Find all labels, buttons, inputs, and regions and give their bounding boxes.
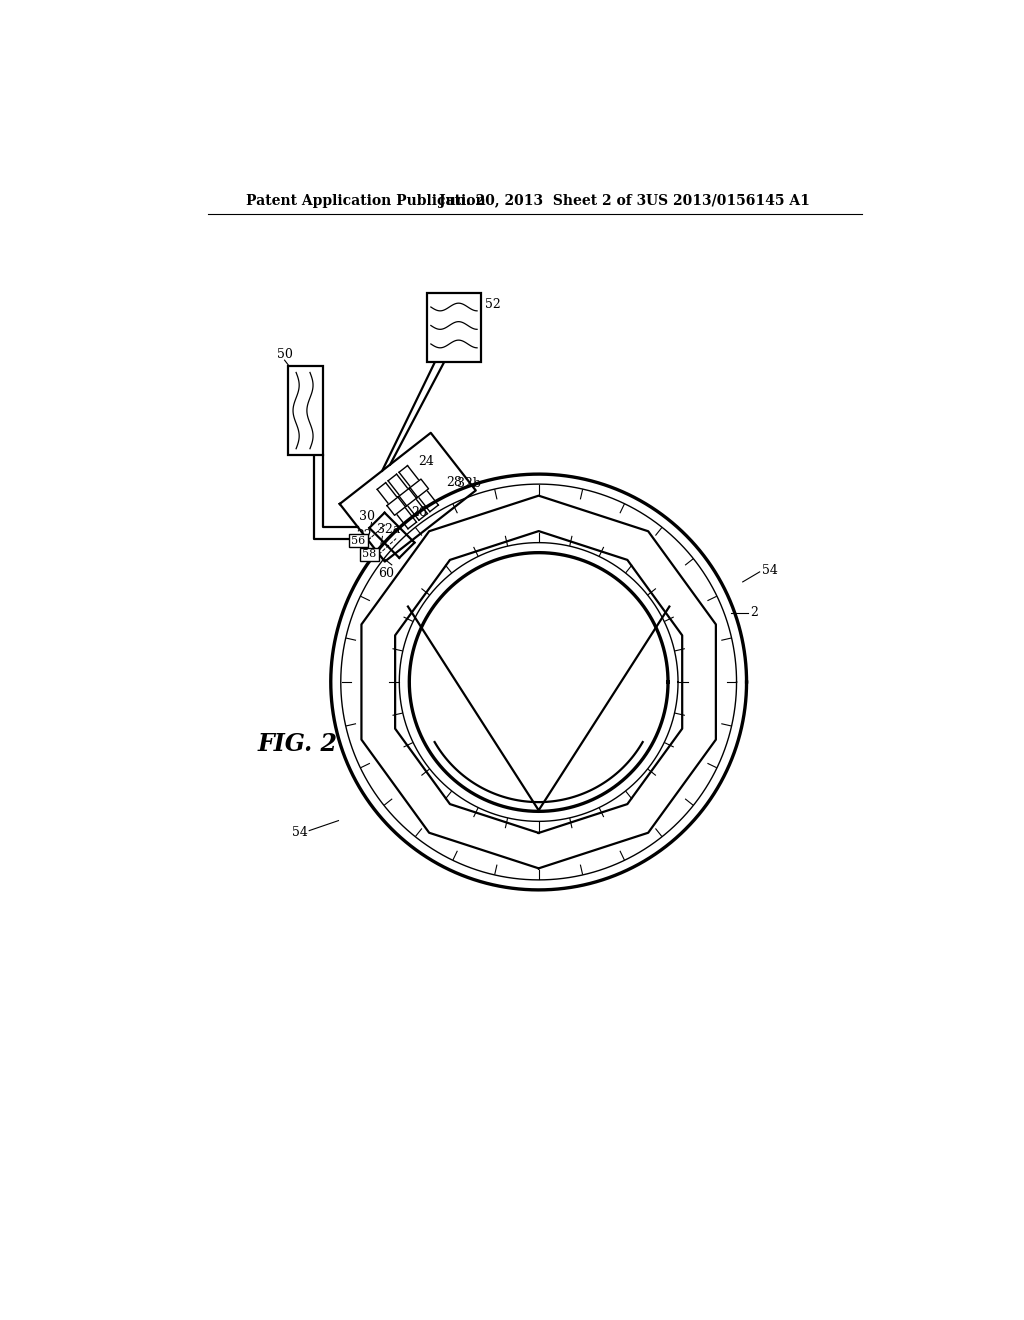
Text: 24: 24 xyxy=(418,455,434,469)
Text: 2: 2 xyxy=(751,606,759,619)
Text: 32a: 32a xyxy=(377,523,400,536)
Text: 50: 50 xyxy=(276,348,293,362)
Text: 58: 58 xyxy=(362,549,377,560)
Text: 22: 22 xyxy=(356,529,373,543)
Text: Jun. 20, 2013  Sheet 2 of 3: Jun. 20, 2013 Sheet 2 of 3 xyxy=(438,194,646,207)
Text: US 2013/0156145 A1: US 2013/0156145 A1 xyxy=(646,194,810,207)
Text: 32b: 32b xyxy=(457,477,481,490)
Text: 56: 56 xyxy=(351,536,366,545)
Text: 52: 52 xyxy=(484,298,501,312)
Text: 30: 30 xyxy=(359,511,376,523)
Text: Patent Application Publication: Patent Application Publication xyxy=(246,194,485,207)
Text: 54: 54 xyxy=(762,564,778,577)
Bar xyxy=(289,367,323,455)
Bar xyxy=(360,548,379,561)
Polygon shape xyxy=(409,479,428,498)
Bar xyxy=(427,293,481,363)
Bar xyxy=(349,533,368,548)
Text: 28: 28 xyxy=(445,475,462,488)
Text: 26: 26 xyxy=(412,506,427,519)
Polygon shape xyxy=(387,496,407,515)
Text: 54: 54 xyxy=(292,825,307,838)
Polygon shape xyxy=(398,487,418,507)
Text: 60: 60 xyxy=(379,568,394,579)
Text: FIG. 2: FIG. 2 xyxy=(258,731,338,755)
